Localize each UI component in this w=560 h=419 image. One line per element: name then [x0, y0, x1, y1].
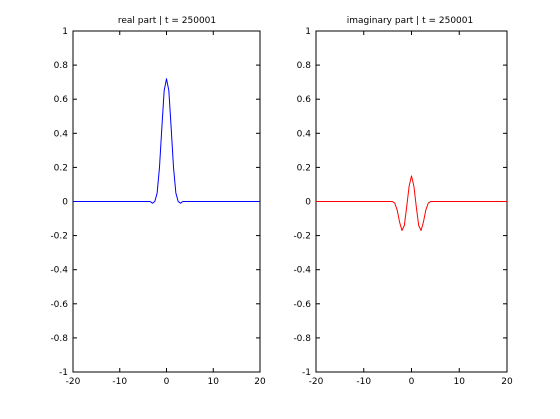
y-tick-label: -0.8 — [50, 334, 68, 344]
y-tick-label: 1 — [62, 27, 68, 37]
x-tick-label: 0 — [164, 377, 170, 387]
x-axis: -20 -10 0 10 20 — [309, 31, 513, 387]
x-tick-label: 10 — [208, 377, 220, 387]
y-tick-label: 0.2 — [297, 163, 311, 173]
y-tick-label: -0.4 — [50, 266, 68, 276]
x-tick-label: 20 — [254, 377, 266, 387]
x-tick-label: 10 — [454, 377, 466, 387]
x-tick-label: -10 — [112, 377, 127, 387]
y-tick-label: 0.4 — [297, 129, 312, 139]
x-tick-label: 20 — [501, 377, 513, 387]
y-tick-label: 0.8 — [297, 61, 312, 71]
y-tick-label: 1 — [305, 27, 311, 37]
x-tick-label: -20 — [309, 377, 324, 387]
y-tick-label: 0.4 — [54, 129, 69, 139]
chart-imaginary-part: imaginary part | t = 250001 -1 -0.8 -0.6 -0… — [293, 16, 513, 387]
y-tick-label: 0.8 — [54, 61, 69, 71]
series-group — [316, 175, 507, 231]
y-tick-label: -0.4 — [293, 266, 311, 276]
x-tick-label: -20 — [66, 377, 81, 387]
y-tick-label: -0.2 — [50, 232, 68, 242]
series-group — [73, 78, 260, 204]
chart-real-part: real part | t = 250001 -1 -0.8 -0.6 -0.4 -0.… — [50, 16, 266, 387]
series-line — [73, 78, 260, 204]
y-tick-label: 0.6 — [297, 95, 312, 105]
y-tick-label: 0.6 — [54, 95, 69, 105]
x-tick-label: -10 — [356, 377, 371, 387]
y-tick-label: -1 — [302, 368, 311, 378]
y-axis: -1 -0.8 -0.6 -0.4 -0.2 0 0.2 0.4 0.6 0.8 1 — [293, 27, 507, 378]
y-tick-label: 0.2 — [54, 163, 68, 173]
y-tick-label: -0.6 — [50, 300, 68, 310]
chart-title: imaginary part | t = 250001 — [347, 16, 473, 26]
x-axis: -20 -10 0 10 20 — [66, 31, 266, 387]
y-tick-label: 0 — [62, 198, 68, 208]
y-tick-label: -1 — [59, 368, 68, 378]
y-tick-label: -0.6 — [293, 300, 311, 310]
y-axis: -1 -0.8 -0.6 -0.4 -0.2 0 0.2 0.4 0.6 0.8 1 — [50, 27, 260, 378]
chart-title: real part | t = 250001 — [118, 16, 216, 26]
y-tick-label: 0 — [305, 198, 311, 208]
y-tick-label: -0.2 — [293, 232, 311, 242]
x-tick-label: 0 — [409, 377, 415, 387]
y-tick-label: -0.8 — [293, 334, 311, 344]
series-line — [316, 175, 507, 231]
